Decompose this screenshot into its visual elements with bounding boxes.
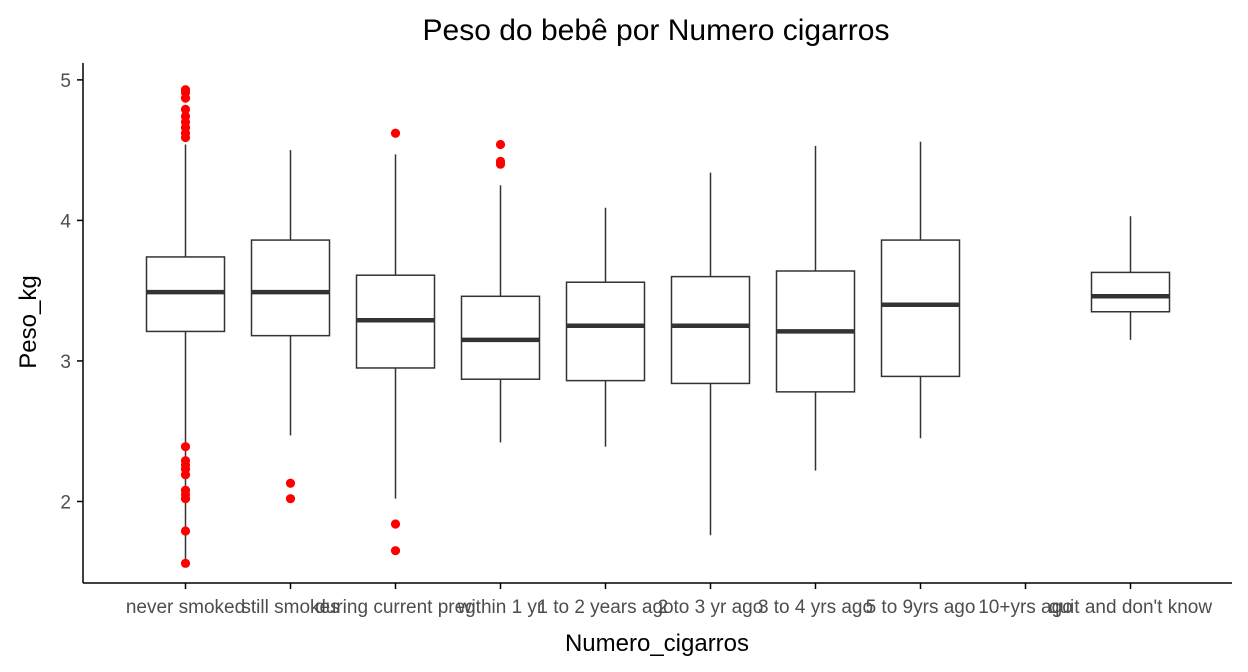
x-tick-label: still smokes <box>241 597 339 618</box>
outlier-point <box>390 519 401 529</box>
outlier-point <box>495 139 506 150</box>
outlier-point <box>180 104 191 114</box>
box-iqr <box>670 275 751 385</box>
x-tick-label: 3 to 4 yrs ago <box>758 597 873 618</box>
outlier-point <box>390 128 401 138</box>
box-group <box>670 172 751 536</box>
y-tick-label: 3 <box>60 352 71 373</box>
box-group <box>250 150 331 504</box>
box-iqr <box>565 281 646 382</box>
box-iqr <box>880 239 961 378</box>
x-tick-label: 1 to 2 years ago <box>537 597 673 618</box>
outlier-point <box>180 442 191 452</box>
box-group <box>1090 216 1171 340</box>
y-tick-label: 5 <box>60 71 71 92</box>
box-group <box>565 207 646 447</box>
y-axis: 2 3 4 5 <box>60 71 83 513</box>
box-iqr <box>250 239 331 337</box>
x-tick-label: 10+yrs ago <box>978 597 1073 618</box>
outlier-point <box>285 478 296 488</box>
box-group <box>775 145 856 471</box>
outlier-point <box>180 526 191 536</box>
box-group <box>355 128 436 556</box>
x-tick-label: 2 to 3 yr ago <box>658 597 764 618</box>
x-tick-label: never smoked <box>126 597 245 618</box>
outlier-point <box>180 494 191 504</box>
x-tick-label: during current preg <box>315 597 476 618</box>
x-tick-label: within 1 yr <box>457 597 544 618</box>
box-group <box>460 139 541 443</box>
box-group <box>880 141 961 439</box>
outlier-point <box>180 558 191 568</box>
box-group <box>145 85 226 568</box>
x-tick-label: 5 to 9yrs ago <box>866 597 976 618</box>
plot-area <box>145 85 1171 568</box>
outlier-point <box>180 132 191 143</box>
y-axis-title: Peso_kg <box>15 275 42 368</box>
outlier-point <box>180 470 191 480</box>
y-tick-label: 4 <box>60 211 71 232</box>
chart-title: Peso do bebê por Numero cigarros <box>423 14 890 47</box>
outlier-point <box>495 159 506 169</box>
outlier-point <box>285 494 296 504</box>
y-tick-label: 2 <box>60 492 71 513</box>
x-tick-label: quit and don't know <box>1049 597 1212 618</box>
x-axis-title: Numero_cigarros <box>565 630 749 657</box>
outlier-point <box>180 93 191 103</box>
outlier-point <box>390 546 401 556</box>
box-iqr <box>1090 271 1171 313</box>
